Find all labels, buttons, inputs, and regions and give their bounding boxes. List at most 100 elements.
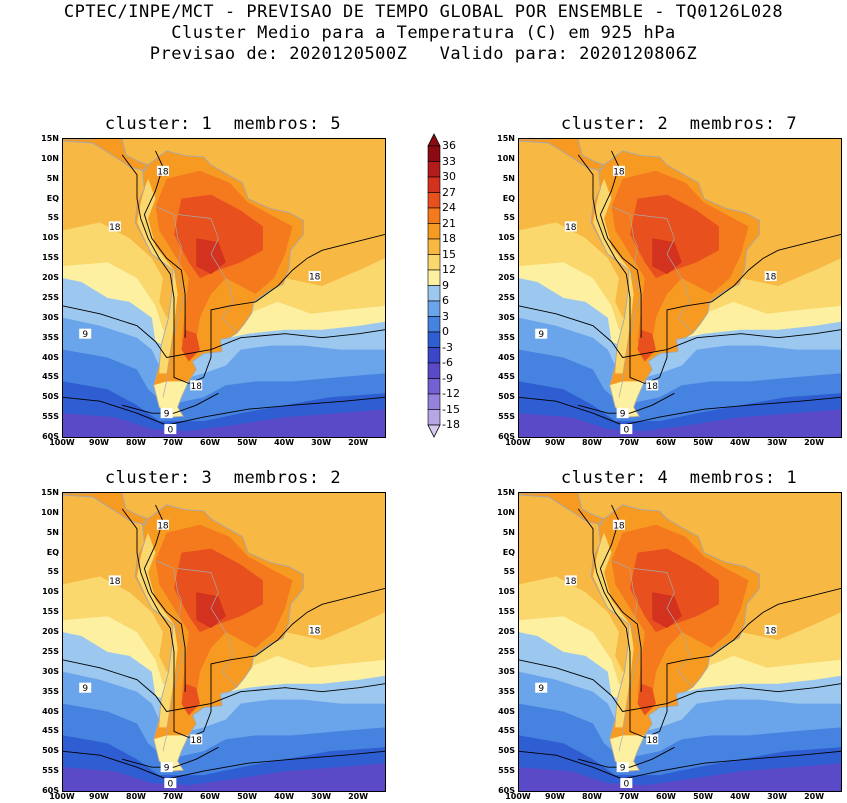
svg-text:0: 0	[167, 426, 173, 436]
contour-label: 18	[764, 625, 777, 637]
colorbar-segment	[427, 145, 441, 162]
colorbar-tick-label: 24	[442, 201, 456, 214]
svg-text:18: 18	[191, 736, 203, 746]
ocean-band-neg	[519, 409, 841, 437]
lat-tick-label: 15S	[498, 253, 515, 263]
lat-tick-label: 40S	[42, 352, 59, 362]
colorbar-tick-label: 21	[442, 216, 456, 230]
lat-tick-label: 25S	[42, 646, 59, 656]
contour-label: 9	[616, 762, 629, 774]
lat-tick-label: 35S	[42, 686, 59, 696]
lat-tick-label: 10S	[498, 587, 515, 597]
lon-tick-label: 60W	[656, 792, 677, 801]
svg-text:9: 9	[164, 410, 170, 420]
svg-text:18: 18	[191, 382, 203, 392]
central-america-coastline	[519, 139, 605, 172]
andes-cool-strip	[593, 178, 634, 374]
lon-tick-label: 40W	[274, 792, 295, 801]
lat-tick-label: 10S	[498, 233, 515, 243]
lat-tick-label: 50S	[498, 746, 515, 756]
contour-label: 9	[160, 762, 173, 774]
colorbar-tick-label: -3	[442, 340, 453, 354]
contour-label: 18	[564, 575, 577, 587]
contour-label: 18	[612, 519, 625, 531]
lon-tick-label: 50W	[693, 792, 714, 801]
contour-label: 9	[535, 328, 548, 340]
svg-text:18: 18	[309, 627, 321, 637]
lat-tick-label: 60S	[498, 786, 515, 795]
colorbar-segment	[427, 285, 441, 302]
colorbar-tick-label: 9	[442, 278, 449, 292]
colorbar-svg	[427, 133, 441, 438]
central-america-landmass	[63, 139, 149, 171]
lat-tick-label: EQ	[46, 193, 59, 203]
central-america-landmass	[63, 493, 149, 525]
colorbar-segment	[427, 192, 441, 209]
svg-text:18: 18	[157, 521, 169, 531]
lat-tick-label: 45S	[498, 372, 515, 382]
lat-tick-label: 30S	[498, 312, 515, 322]
contour-label: 9	[79, 328, 92, 340]
contour-9-south	[122, 392, 219, 414]
lon-tick-label: 90W	[545, 792, 565, 801]
lat-tick-label: 50S	[42, 392, 59, 402]
panel-title-2: cluster: 2 membros: 7	[560, 114, 798, 134]
colorbar-segment	[427, 347, 441, 364]
lat-tick-label: EQ	[502, 193, 515, 203]
lon-tick-label: 100W	[49, 438, 75, 447]
lat-tick-label: 15S	[42, 607, 59, 617]
colorbar-segment	[427, 331, 441, 348]
lat-tick-label: 45S	[42, 372, 59, 382]
central-america-coastline	[63, 139, 149, 172]
interior-peak-region	[652, 238, 682, 275]
lat-tick-label: 25S	[42, 292, 59, 302]
lon-tick-label: 70W	[163, 792, 184, 801]
lat-tick-label: 10N	[497, 153, 515, 163]
lat-tick-label: 5S	[503, 567, 515, 577]
contour-9-south	[122, 746, 219, 768]
lon-tick-label: 100W	[49, 792, 75, 801]
contour-label: 18	[612, 165, 625, 177]
lon-tick-label: 20W	[804, 792, 825, 801]
colorbar-tick-label: 18	[442, 232, 456, 245]
lat-tick-label: 10N	[41, 153, 59, 163]
central-america-coastline	[519, 493, 605, 526]
lon-tick-label: 90W	[545, 438, 565, 447]
contour-9	[519, 305, 841, 358]
lon-tick-label: 80W	[126, 792, 146, 801]
lat-tick-label: 35S	[498, 332, 515, 342]
lon-tick-label: 30W	[767, 792, 788, 801]
lon-tick-label: 90W	[89, 792, 109, 801]
colorbar	[420, 128, 480, 448]
chile-argentina-border	[618, 269, 642, 398]
colorbar-tick-label: 6	[442, 294, 449, 307]
contour-label: 18	[308, 271, 321, 283]
ocean-band-equatorial	[63, 139, 385, 207]
colorbar-segment	[427, 316, 441, 333]
contour-9	[519, 659, 841, 712]
contour-18-east	[121, 154, 385, 384]
lon-tick-label: 20W	[804, 438, 825, 447]
svg-text:18: 18	[109, 577, 121, 587]
lon-tick-label: 80W	[582, 438, 602, 447]
brazil-border	[633, 214, 694, 334]
lon-tick-label: 60W	[200, 438, 221, 447]
lat-tick-label: 60S	[42, 786, 59, 795]
ocean-band-equatorial	[519, 139, 841, 207]
lat-tick-label: 45S	[498, 726, 515, 736]
colorbar-tick-label: 36	[442, 139, 456, 152]
lat-tick-label: 10N	[41, 507, 59, 517]
contour-18-east	[577, 508, 841, 738]
lat-tick-label: 5N	[46, 527, 59, 537]
svg-text:9: 9	[538, 330, 544, 340]
lon-tick-label: 50W	[237, 792, 258, 801]
svg-text:9: 9	[538, 684, 544, 694]
colorbar-tick-label: -18	[442, 418, 460, 431]
svg-text:9: 9	[164, 764, 170, 774]
lat-tick-label: 20S	[42, 273, 59, 283]
contour-label: 0	[620, 424, 633, 436]
contour-label: 18	[190, 734, 203, 746]
svg-text:0: 0	[167, 780, 173, 790]
argentina-hot-spot	[637, 329, 656, 362]
andes-cool-strip	[137, 532, 178, 728]
